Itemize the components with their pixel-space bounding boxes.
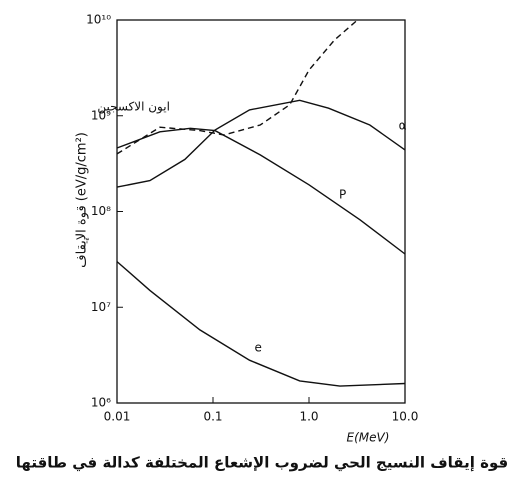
- curve: [116, 127, 406, 255]
- curve-label: α: [399, 119, 407, 133]
- curve: [116, 99, 406, 188]
- y-tick-label: 10¹⁰: [86, 13, 111, 27]
- y-tick-label: 10⁸: [91, 204, 111, 218]
- curve: [116, 19, 358, 155]
- x-tick-label: 1.0: [299, 410, 318, 424]
- x-axis-label: E(MeV): [347, 431, 390, 445]
- y-axis-label: قوة الإيقاف (eV/g/cm²): [75, 132, 90, 268]
- y-tick-label: 10⁶: [91, 396, 111, 410]
- x-tick-label: 0.01: [104, 410, 131, 424]
- curve-label: ايون الاكسجين: [97, 100, 170, 115]
- caption: قوة إيقاف النسيج الحي لضروب الإشعاع المخ…: [16, 454, 507, 472]
- curve-label: e: [255, 341, 262, 355]
- y-tick-label: 10⁹: [91, 108, 111, 122]
- curve-label: P: [339, 187, 346, 201]
- curve: [116, 261, 406, 387]
- x-tick-label: 10.0: [392, 410, 419, 424]
- y-tick-label: 10⁷: [91, 300, 111, 314]
- x-tick-label: 0.1: [203, 410, 222, 424]
